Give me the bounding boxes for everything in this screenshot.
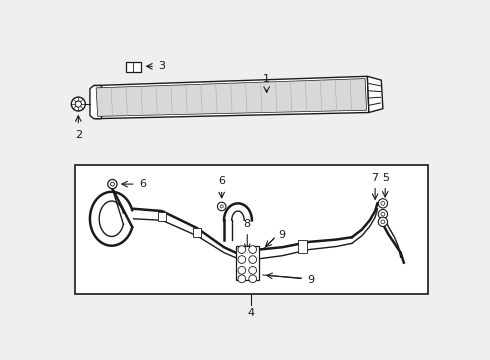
Circle shape <box>75 101 81 107</box>
Polygon shape <box>96 78 367 116</box>
Bar <box>75 165 428 294</box>
Circle shape <box>249 246 257 253</box>
Text: 9: 9 <box>307 275 314 285</box>
Circle shape <box>381 212 385 216</box>
Circle shape <box>220 205 223 208</box>
Bar <box>297 240 307 253</box>
Circle shape <box>381 202 385 205</box>
Circle shape <box>72 97 85 111</box>
Text: 4: 4 <box>247 308 255 318</box>
Text: 7: 7 <box>371 172 379 183</box>
Text: 9: 9 <box>278 230 285 240</box>
Circle shape <box>378 217 388 226</box>
Circle shape <box>249 275 257 283</box>
Circle shape <box>110 182 114 186</box>
Text: 8: 8 <box>244 219 251 229</box>
Bar <box>158 212 166 221</box>
Polygon shape <box>90 86 101 119</box>
Polygon shape <box>368 76 383 112</box>
Bar <box>236 246 259 280</box>
Circle shape <box>108 180 117 189</box>
Circle shape <box>238 275 245 283</box>
Text: 1: 1 <box>263 74 270 84</box>
Text: 6: 6 <box>218 176 225 186</box>
Circle shape <box>218 202 226 211</box>
Circle shape <box>378 199 388 208</box>
Circle shape <box>249 256 257 264</box>
Circle shape <box>238 256 245 264</box>
Circle shape <box>249 266 257 274</box>
Polygon shape <box>94 76 369 119</box>
Circle shape <box>238 246 245 253</box>
Text: 5: 5 <box>382 172 389 183</box>
Bar <box>193 228 201 237</box>
Bar <box>125 62 141 72</box>
Circle shape <box>381 220 385 224</box>
Circle shape <box>378 210 388 219</box>
Text: 3: 3 <box>158 61 165 71</box>
Text: 2: 2 <box>75 130 82 140</box>
Text: 6: 6 <box>140 179 147 189</box>
Circle shape <box>238 266 245 274</box>
